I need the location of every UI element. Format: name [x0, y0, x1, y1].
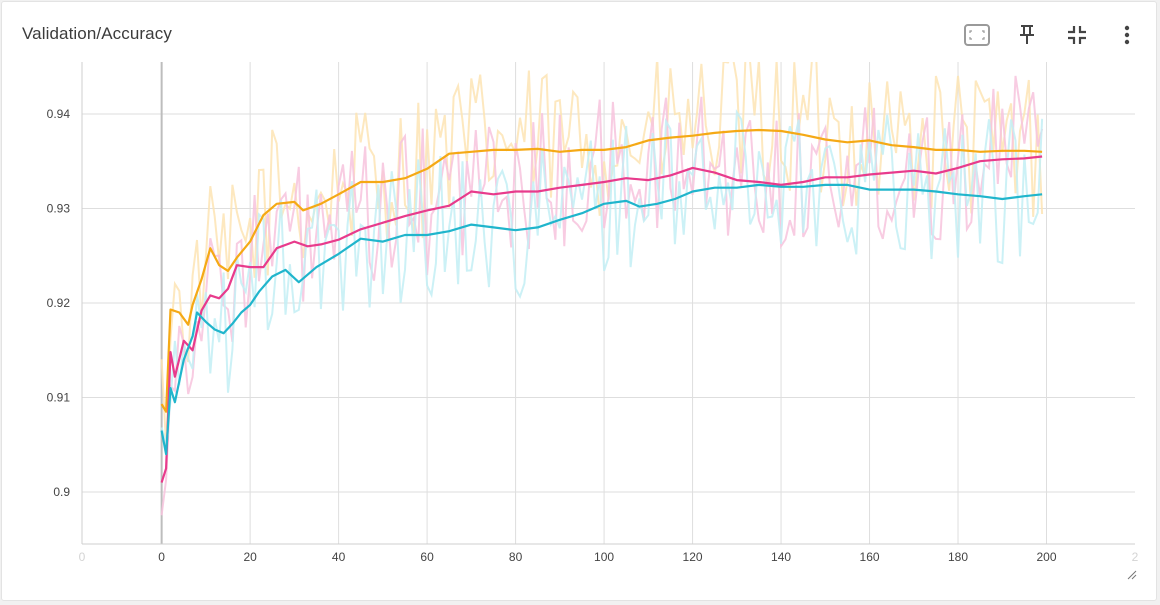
x-tick-label: 180 [948, 550, 968, 564]
x-tick-label: 100 [594, 550, 614, 564]
x-tick-label: 80 [509, 550, 523, 564]
x-tick-label: 20 [243, 550, 257, 564]
y-tick-label: 0.93 [47, 201, 71, 215]
more-options-button[interactable] [1112, 20, 1142, 50]
raw-series-line [160, 108, 1044, 444]
x-tick-label: 140 [771, 550, 791, 564]
raw-series-layer [160, 62, 1044, 516]
x-tick-label: 160 [860, 550, 880, 564]
fit-domain-icon [964, 24, 990, 46]
resize-handle-icon[interactable] [1127, 570, 1137, 580]
fit-domain-button[interactable] [962, 20, 992, 50]
chart-toolbar [954, 20, 1144, 50]
y-tick-label: 0.92 [47, 296, 71, 310]
y-tick-label: 0.9 [53, 485, 70, 499]
x-tick-label-faint: 2 [1132, 550, 1139, 564]
smoothed-series-line [160, 155, 1043, 483]
grid-layer [82, 62, 1135, 544]
collapse-icon [1068, 26, 1086, 44]
raw-series-line [160, 62, 1044, 446]
y-tick-label: 0.91 [47, 391, 71, 405]
y-tick-label: 0.94 [47, 107, 71, 121]
x-tick-label: 120 [683, 550, 703, 564]
smoothed-series-line [160, 128, 1043, 413]
chart-title: Validation/Accuracy [22, 24, 172, 43]
more-vert-icon [1124, 25, 1130, 45]
x-tick-label-faint: 0 [79, 550, 86, 564]
smoothed-series-line [160, 183, 1043, 456]
x-tick-label: 200 [1036, 550, 1056, 564]
x-tick-label: 60 [420, 550, 434, 564]
pin-button[interactable] [1012, 20, 1042, 50]
x-tick-label: 40 [332, 550, 346, 564]
collapse-button[interactable] [1062, 20, 1092, 50]
pin-icon [1020, 25, 1034, 44]
x-tick-label: 0 [158, 550, 165, 564]
axis-layer: 0.90.910.920.930.940 20 40 60 80 100 120 140 160… [47, 62, 1139, 564]
smoothed-series-layer [160, 128, 1043, 483]
